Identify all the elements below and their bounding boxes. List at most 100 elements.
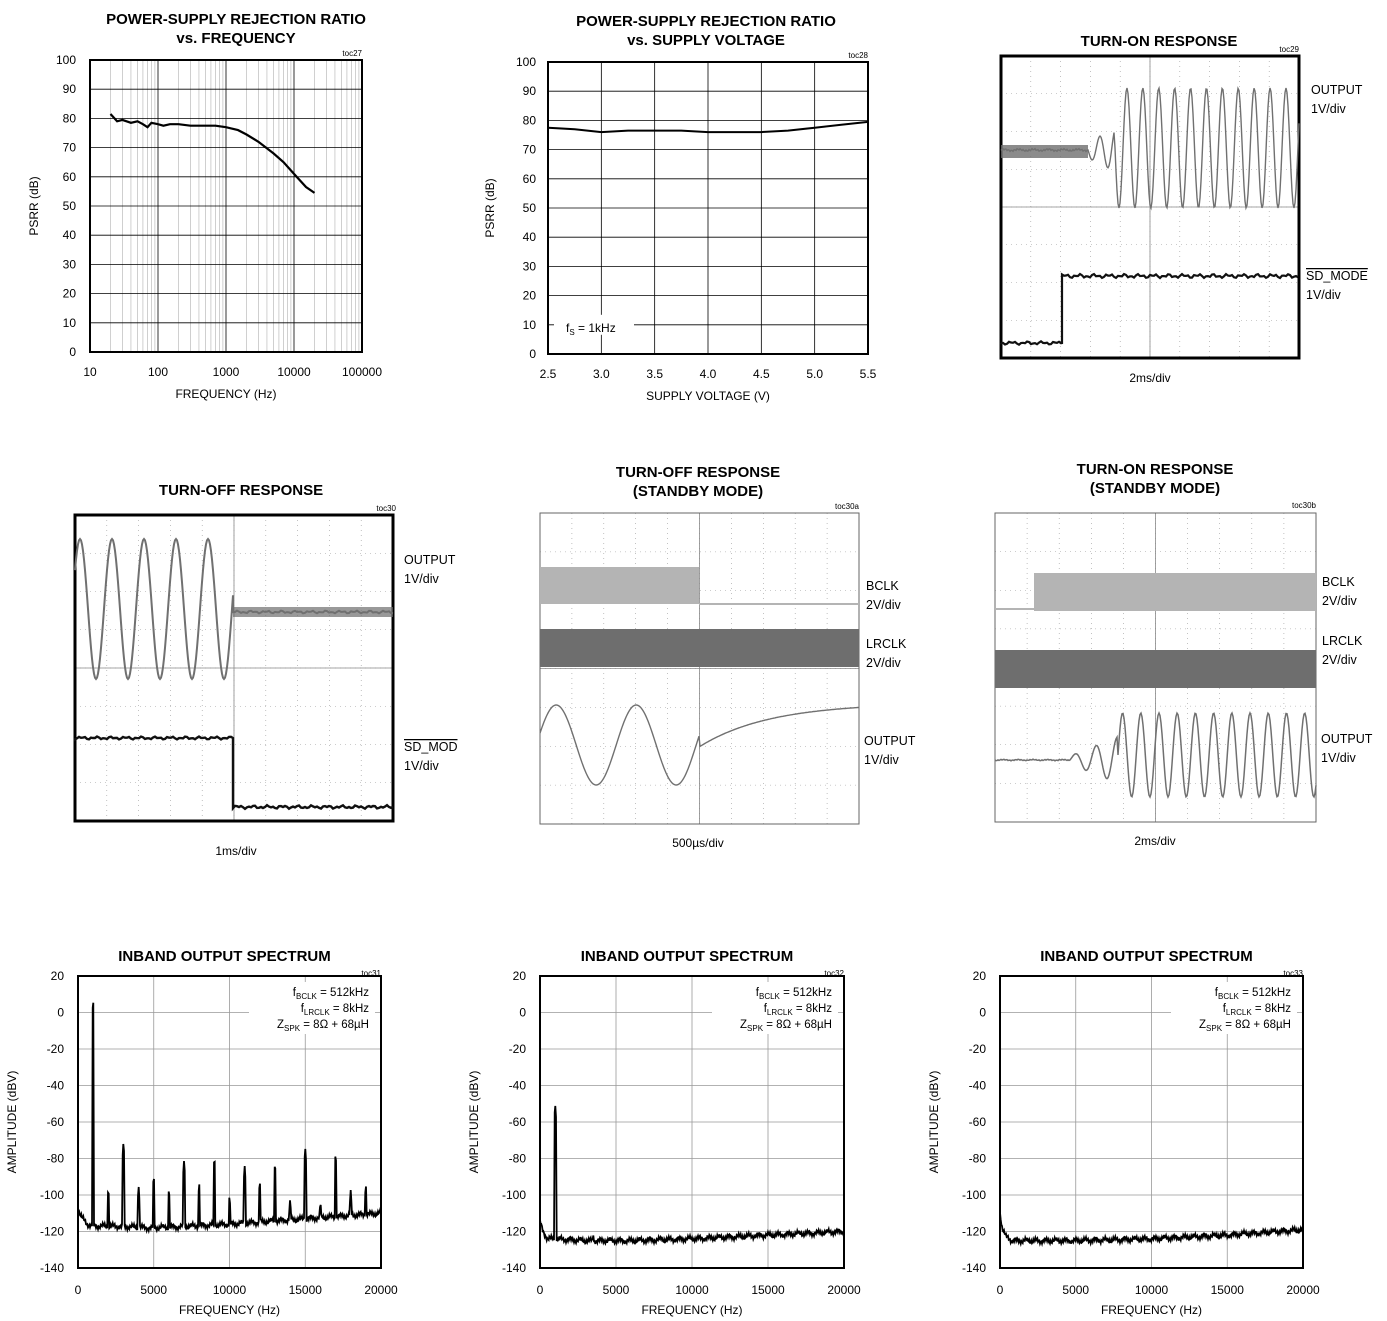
condition-note-1: fLRCLK = 8kHz [764, 1003, 833, 1017]
scope-turn-off-standby-svg: TURN-OFF RESPONSE (STANDBY MODE) toc30a BCL… [539, 464, 916, 850]
chart-psrr-vs-frequency: POWER-SUPPLY REJECTION RATIO vs. FREQUENC… [0, 0, 440, 420]
y-tick-label: 30 [63, 257, 77, 271]
y-tick-label: 60 [523, 172, 537, 186]
x-tick-label: 5000 [140, 1283, 167, 1297]
psrr-freq-title-1: vs. FREQUENCY [176, 30, 295, 47]
x-tick-label: 3.5 [646, 367, 663, 381]
y-tick-label: 100 [516, 55, 536, 69]
chart-spectrum-toc33-svg: INBAND OUTPUT SPECTRUM toc33 -140 -120 -100 -… [927, 948, 1320, 1317]
sd-mode-trace [999, 272, 1299, 347]
x-axis-label: FREQUENCY (Hz) [1101, 1303, 1202, 1317]
annotation-bg [554, 314, 634, 335]
x-tick-label: 5.0 [806, 367, 823, 381]
x-tick-label: 10000 [675, 1283, 709, 1297]
y-tick-label: 80 [523, 113, 537, 127]
y-tick-label: 0 [979, 1006, 986, 1020]
psrr-volt-tag: toc28 [848, 51, 868, 60]
turn-off-standby-frame [539, 512, 860, 825]
y-tick-label: -140 [40, 1261, 64, 1275]
psrr-volt-frame [547, 61, 869, 355]
output-label-scale: 1V/div [1321, 751, 1356, 765]
y-tick-label: -20 [969, 1042, 987, 1056]
turn-off-standby-title-0: TURN-OFF RESPONSE [616, 464, 780, 481]
x-tick-label: 15000 [751, 1283, 785, 1297]
y-tick-label: 0 [69, 345, 76, 359]
psrr-freq-tag: toc27 [342, 49, 362, 58]
y-axis-label: PSRR (dB) [27, 176, 41, 235]
bclk-band [1034, 573, 1316, 611]
condition-note-2: ZSPK = 8Ω + 68µH [1199, 1019, 1291, 1033]
x-tick-label: 0 [997, 1283, 1004, 1297]
chart-psrr-vs-frequency-svg: POWER-SUPPLY REJECTION RATIO vs. FREQUENC… [27, 11, 382, 401]
toc32-tag: toc32 [824, 969, 844, 978]
y-tick-label: 20 [63, 287, 77, 301]
x-tick-label: 0 [537, 1283, 544, 1297]
psrr-freq-title-0: POWER-SUPPLY REJECTION RATIO [106, 11, 366, 28]
y-tick-label: -100 [40, 1188, 64, 1202]
x-tick-label: 4.0 [700, 367, 717, 381]
x-tick-label: 0 [75, 1283, 82, 1297]
lrclk-band [995, 650, 1316, 688]
y-tick-label: -80 [969, 1152, 987, 1166]
psrr-volt-title-0: POWER-SUPPLY REJECTION RATIO [576, 13, 836, 30]
x-tick-label: 100000 [342, 365, 382, 379]
time-scale-label: 500µs/div [672, 836, 724, 850]
time-scale-label: 2ms/div [1129, 371, 1170, 385]
turn-off-title-0: TURN-OFF RESPONSE [159, 482, 323, 499]
turn-off-standby-tag: toc30a [835, 502, 860, 511]
bclk-band [540, 567, 699, 604]
turn-on-frame [999, 54, 1301, 360]
y-tick-label: 50 [63, 199, 77, 213]
x-axis-label: FREQUENCY (Hz) [641, 1303, 742, 1317]
y-tick-label: -100 [502, 1188, 526, 1202]
scope-turn-off-response-svg: TURN-OFF RESPONSE toc30 OUTPUT 1V/div SD_MOD… [73, 482, 457, 858]
turn-off-standby-title-1: (STANDBY MODE) [633, 483, 763, 500]
lrclk-label-name: LRCLK [1322, 634, 1363, 648]
toc32-title-0: INBAND OUTPUT SPECTRUM [581, 948, 794, 965]
y-tick-label: -80 [509, 1152, 527, 1166]
y-tick-label: 90 [63, 82, 77, 96]
y-tick-label: 20 [523, 289, 537, 303]
y-tick-label: -140 [962, 1261, 986, 1275]
y-tick-label: 0 [529, 347, 536, 361]
y-tick-label: 30 [523, 259, 537, 273]
y-tick-label: 20 [51, 969, 65, 983]
lrclk-label-scale: 2V/div [1322, 653, 1357, 667]
y-tick-label: 0 [57, 1006, 64, 1020]
y-tick-label: 90 [523, 84, 537, 98]
bclk-label-name: BCLK [1322, 575, 1355, 589]
y-tick-label: 0 [519, 1006, 526, 1020]
notes-bg [249, 982, 375, 1034]
psrr-trace [547, 120, 869, 134]
x-tick-label: 3.0 [593, 367, 610, 381]
x-tick-label: 20000 [827, 1283, 861, 1297]
x-tick-label: 4.5 [753, 367, 770, 381]
x-tick-label: 10 [83, 365, 97, 379]
output-label-scale: 1V/div [864, 753, 899, 767]
turn-on-title-0: TURN-ON RESPONSE [1081, 33, 1238, 50]
condition-note-0: fBCLK = 512kHz [1215, 987, 1291, 1001]
output-label-name: OUTPUT [864, 734, 916, 748]
x-tick-label: 10000 [1135, 1283, 1169, 1297]
lrclk-band [540, 629, 859, 667]
x-tick-label: 20000 [1286, 1283, 1320, 1297]
turn-on-tag: toc29 [1279, 45, 1299, 54]
x-axis-label: SUPPLY VOLTAGE (V) [646, 389, 770, 403]
y-tick-label: -40 [969, 1079, 987, 1093]
chart-psrr-vs-supply-voltage-svg: POWER-SUPPLY REJECTION RATIO vs. SUPPLY V… [483, 13, 877, 403]
bclk-label-scale: 2V/div [866, 598, 901, 612]
notes-bg [712, 982, 838, 1034]
output-trace [1000, 85, 1300, 211]
supply-frequency-annotation: fS = 1kHz [566, 321, 616, 337]
y-tick-label: 20 [513, 969, 527, 983]
chart-psrr-vs-supply-voltage: POWER-SUPPLY REJECTION RATIO vs. SUPPLY V… [460, 0, 920, 420]
y-tick-label: -140 [502, 1261, 526, 1275]
output-trace [74, 537, 394, 681]
time-scale-label: 1ms/div [215, 844, 256, 858]
x-tick-label: 5.5 [860, 367, 877, 381]
scope-turn-on-standby-svg: TURN-ON RESPONSE (STANDBY MODE) toc30b BCLK… [994, 461, 1373, 848]
y-tick-label: -120 [502, 1225, 526, 1239]
y-tick-label: 10 [523, 318, 537, 332]
y-tick-label: -20 [509, 1042, 527, 1056]
